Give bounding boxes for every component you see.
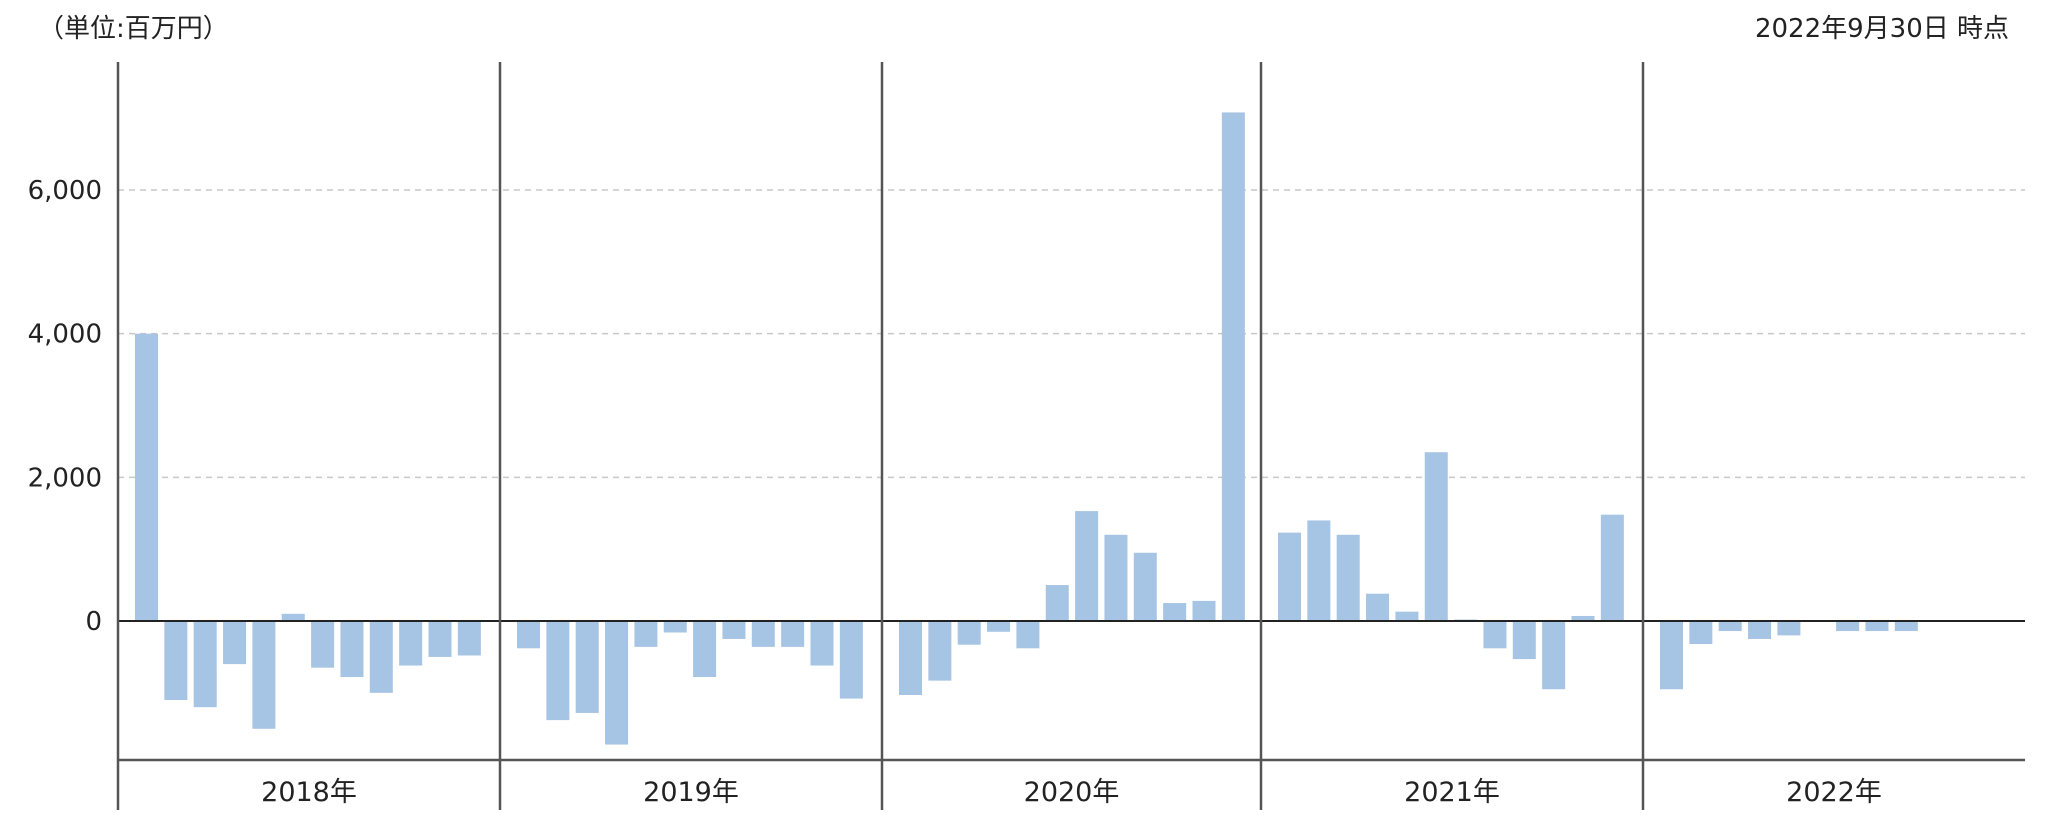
- y-tick-label: 6,000: [28, 176, 102, 206]
- bar: [1660, 621, 1683, 690]
- unit-label: （単位:百万円）: [38, 14, 229, 44]
- bar: [1278, 532, 1301, 621]
- bar: [1424, 452, 1448, 621]
- y-tick-label: 2,000: [28, 463, 102, 493]
- as-of-date: 2022年9月30日 時点: [1754, 14, 2009, 44]
- bar: [663, 621, 687, 633]
- bar: [1366, 593, 1390, 621]
- bar: [135, 333, 158, 621]
- bar: [987, 621, 1011, 632]
- labels: 0 2,000 4,000 6,000 2018年 2019年 2020年 2021年 2022…: [28, 176, 1882, 808]
- bar: [634, 621, 658, 647]
- bar: [1865, 621, 1889, 632]
- bar: [281, 613, 305, 621]
- bar: [928, 621, 952, 681]
- bar: [1689, 621, 1713, 644]
- bar: [1894, 621, 1918, 632]
- bar: [751, 621, 775, 647]
- x-year-label: 2019年: [643, 777, 739, 808]
- bar: [899, 621, 922, 695]
- bar: [1163, 603, 1187, 621]
- bar: [1307, 520, 1331, 621]
- bars: [135, 112, 1918, 745]
- bar: [1336, 534, 1360, 621]
- bar: [1133, 552, 1157, 621]
- bar: [1016, 621, 1040, 649]
- bar: [399, 621, 423, 666]
- bar: [810, 621, 834, 666]
- x-year-label: 2021年: [1404, 777, 1500, 808]
- bar: [1483, 621, 1507, 649]
- bar: [575, 621, 599, 713]
- bar: [369, 621, 393, 693]
- bar: [457, 621, 481, 656]
- bar: [1075, 511, 1099, 621]
- bar: [164, 621, 188, 701]
- bar: [517, 621, 540, 649]
- bar: [311, 621, 335, 668]
- y-tick-label: 4,000: [28, 320, 102, 350]
- x-year-label: 2020年: [1024, 777, 1120, 808]
- bar: [1836, 621, 1860, 632]
- bar: [605, 621, 629, 745]
- x-year-label: 2018年: [261, 777, 357, 808]
- bar: [1395, 611, 1419, 621]
- bar: [1221, 112, 1245, 622]
- bar: [252, 621, 276, 729]
- bar: [193, 621, 217, 708]
- bar: [1512, 621, 1536, 660]
- bar: [693, 621, 717, 678]
- bar: [957, 621, 981, 645]
- bar: [546, 621, 570, 721]
- bar: [1718, 621, 1742, 632]
- bar: [1748, 621, 1772, 639]
- bar: [1045, 585, 1069, 621]
- bar: [839, 621, 863, 699]
- x-year-label: 2022年: [1786, 777, 1882, 808]
- bar: [1571, 615, 1595, 621]
- bar: [1600, 514, 1624, 621]
- bar: [1542, 621, 1566, 690]
- bar: [428, 621, 452, 657]
- y-tick-label: 0: [85, 607, 102, 637]
- grid-lines: [118, 189, 2025, 479]
- bar: [1192, 600, 1216, 621]
- bar: [781, 621, 805, 647]
- bar: [1104, 534, 1128, 621]
- bar: [340, 621, 364, 678]
- bar: [223, 621, 247, 665]
- bar: [1777, 621, 1801, 636]
- bar: [722, 621, 746, 639]
- axes: [116, 62, 2025, 810]
